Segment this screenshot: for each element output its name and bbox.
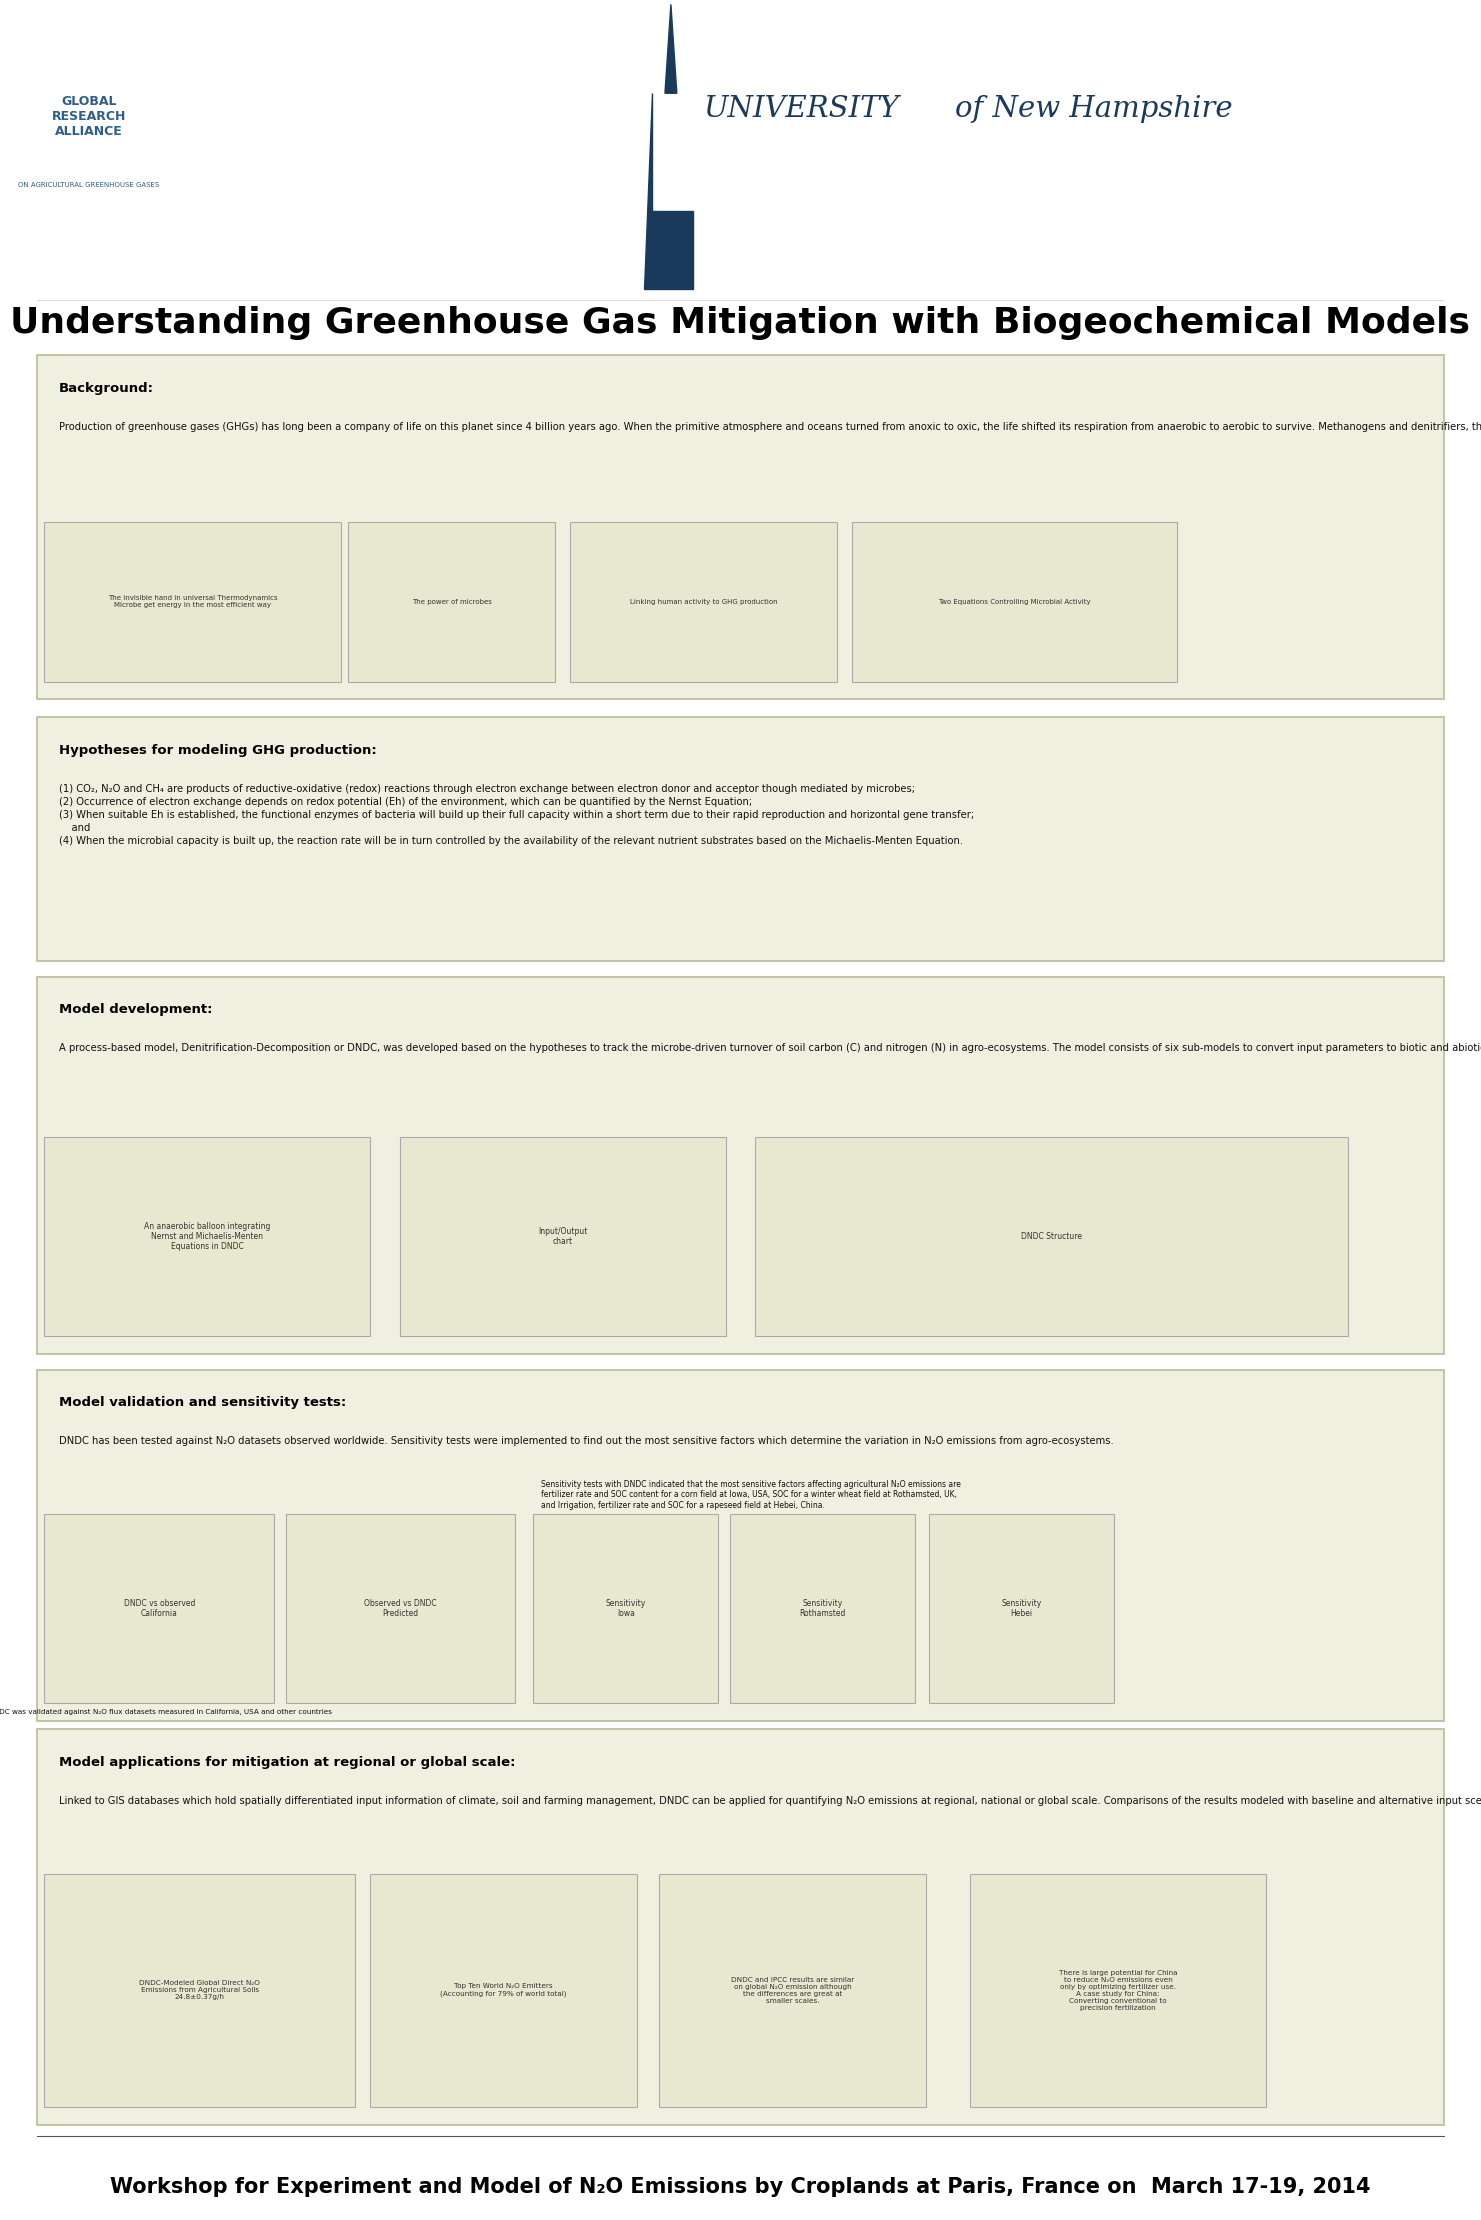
Bar (852, 522, 1177, 682)
Text: Sensitivity
Iowa: Sensitivity Iowa (606, 1598, 646, 1618)
Bar (400, 1137, 726, 1336)
Text: Input/Output
chart: Input/Output chart (538, 1228, 588, 1245)
Bar (570, 522, 837, 682)
Text: The invisible hand in universal Thermodynamics
Microbe get energy in the most ef: The invisible hand in universal Thermody… (108, 595, 277, 608)
Bar (286, 1514, 515, 1703)
Text: Linked to GIS databases which hold spatially differentiated input information of: Linked to GIS databases which hold spati… (59, 1796, 1481, 1807)
Text: Changsheng Li, University of New Hampshire: Changsheng Li, University of New Hampshi… (474, 373, 1007, 393)
Bar (348, 522, 555, 682)
Bar (929, 1514, 1114, 1703)
Text: A process-based model, Denitrification-Decomposition or DNDC, was developed base: A process-based model, Denitrification-D… (59, 1043, 1481, 1054)
Polygon shape (665, 4, 677, 93)
Text: GLOBAL
RESEARCH
ALLIANCE: GLOBAL RESEARCH ALLIANCE (52, 95, 126, 138)
Text: Two Equations Controlling Microbial Activity: Two Equations Controlling Microbial Acti… (937, 599, 1091, 604)
Text: of New Hampshire: of New Hampshire (955, 95, 1232, 124)
Text: (1) CO₂, N₂O and CH₄ are products of reductive-oxidative (redox) reactions throu: (1) CO₂, N₂O and CH₄ are products of red… (59, 784, 974, 846)
Bar (730, 1514, 915, 1703)
Text: Model applications for mitigation at regional or global scale:: Model applications for mitigation at reg… (59, 1756, 515, 1769)
Text: Observed vs DNDC
Predicted: Observed vs DNDC Predicted (364, 1598, 437, 1618)
Text: Workshop for Experiment and Model of N₂O Emissions by Croplands at Paris, France: Workshop for Experiment and Model of N₂O… (110, 2176, 1371, 2198)
Text: The power of microbes: The power of microbes (412, 599, 492, 604)
Bar (533, 1514, 718, 1703)
Bar (37, 1729, 1444, 2125)
Text: DNDC was validated against N₂O flux datasets measured in California, USA and oth: DNDC was validated against N₂O flux data… (0, 1709, 332, 1716)
Bar (44, 522, 341, 682)
Text: Background:: Background: (59, 382, 154, 395)
Text: Model development:: Model development: (59, 1003, 213, 1017)
Text: DNDC-Modeled Global Direct N₂O
Emissions from Agricultural Soils
24.8±0.37g/h: DNDC-Modeled Global Direct N₂O Emissions… (139, 1980, 261, 2000)
Text: DNDC vs observed
California: DNDC vs observed California (123, 1598, 195, 1618)
Text: UNIVERSITY: UNIVERSITY (703, 95, 899, 124)
Bar (37, 977, 1444, 1354)
Text: ON AGRICULTURAL GREENHOUSE GASES: ON AGRICULTURAL GREENHOUSE GASES (18, 182, 160, 189)
Bar (37, 717, 1444, 961)
Bar (659, 1874, 926, 2107)
Bar (370, 1874, 637, 2107)
Bar (37, 355, 1444, 699)
Polygon shape (644, 93, 693, 289)
Bar (37, 1370, 1444, 1720)
Text: An anaerobic balloon integrating
Nernst and Michaelis-Menten
Equations in DNDC: An anaerobic balloon integrating Nernst … (144, 1221, 271, 1252)
Text: Sensitivity tests with DNDC indicated that the most sensitive factors affecting : Sensitivity tests with DNDC indicated th… (541, 1481, 961, 1510)
Bar (44, 1514, 274, 1703)
Text: Model validation and sensitivity tests:: Model validation and sensitivity tests: (59, 1396, 347, 1410)
Text: Sensitivity
Rothamsted: Sensitivity Rothamsted (800, 1598, 846, 1618)
Text: Sensitivity
Hebei: Sensitivity Hebei (1001, 1598, 1041, 1618)
Text: Hypotheses for modeling GHG production:: Hypotheses for modeling GHG production: (59, 744, 378, 757)
Bar (0, 0, 1481, 300)
Bar (755, 1137, 1348, 1336)
Text: Understanding Greenhouse Gas Mitigation with Biogeochemical Models: Understanding Greenhouse Gas Mitigation … (10, 306, 1471, 340)
Text: Top Ten World N₂O Emitters
(Accounting for 79% of world total): Top Ten World N₂O Emitters (Accounting f… (440, 1982, 567, 1998)
Text: DNDC and IPCC results are similar
on global N₂O emission although
the difference: DNDC and IPCC results are similar on glo… (730, 1976, 855, 2005)
Text: DNDC Structure: DNDC Structure (1020, 1232, 1083, 1241)
Text: Production of greenhouse gases (GHGs) has long been a company of life on this pl: Production of greenhouse gases (GHGs) ha… (59, 422, 1481, 433)
Bar (44, 1874, 355, 2107)
Bar (44, 1137, 370, 1336)
Text: DNDC has been tested against N₂O datasets observed worldwide. Sensitivity tests : DNDC has been tested against N₂O dataset… (59, 1436, 1114, 1447)
Text: Linking human activity to GHG production: Linking human activity to GHG production (629, 599, 778, 604)
Bar (970, 1874, 1266, 2107)
Text: There is large potential for China
to reduce N₂O emissions even
only by optimizi: There is large potential for China to re… (1059, 1969, 1177, 2011)
